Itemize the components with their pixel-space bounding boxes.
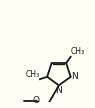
Text: O: O [32, 96, 39, 105]
Text: CH₃: CH₃ [25, 70, 39, 79]
Text: CH₃: CH₃ [71, 47, 85, 56]
Text: N: N [72, 72, 78, 81]
Text: N: N [55, 86, 62, 95]
